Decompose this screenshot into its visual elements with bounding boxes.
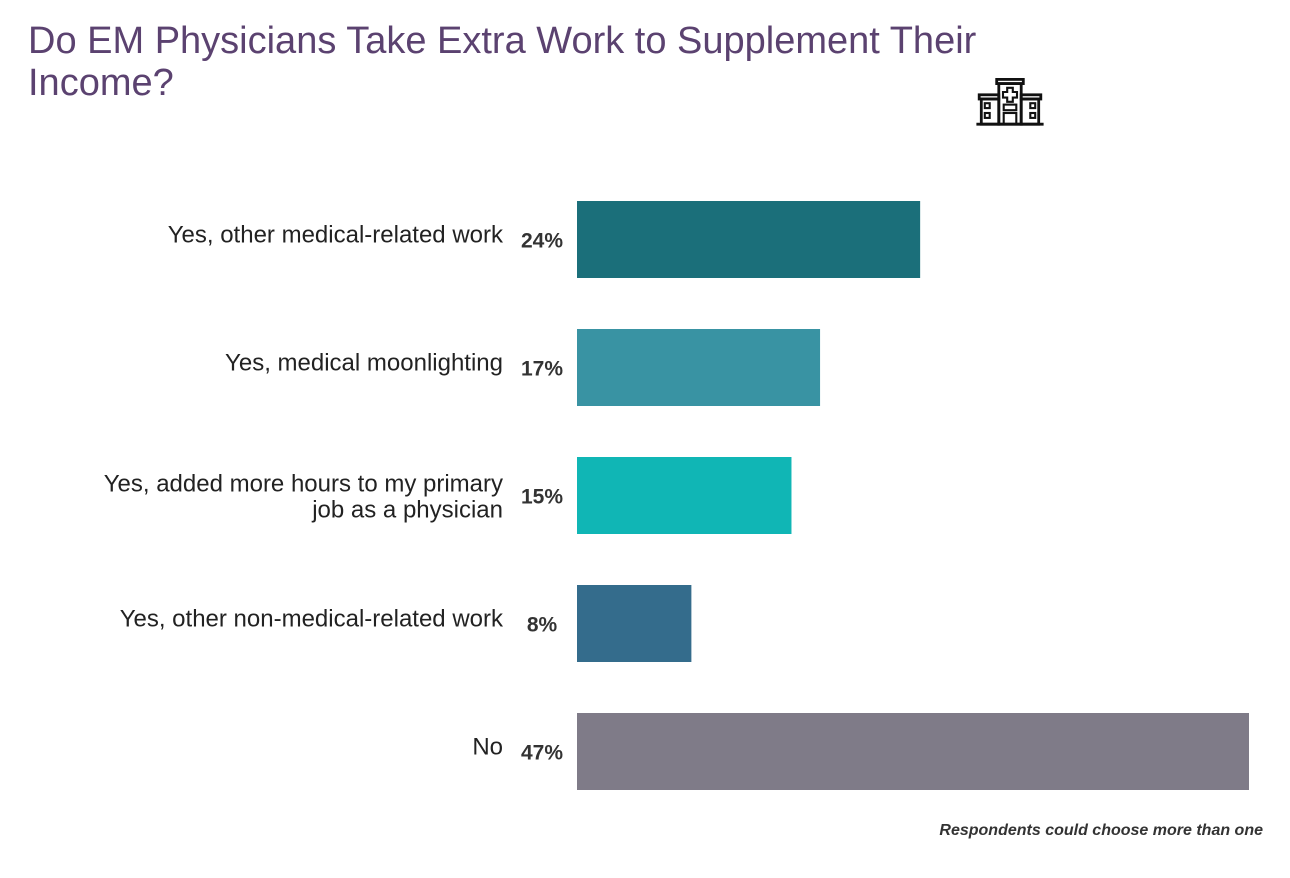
chart-note: Respondents could choose more than one xyxy=(939,822,1263,839)
bar xyxy=(577,713,1249,790)
category-label: Yes, added more hours to my primary job a… xyxy=(104,471,503,524)
data-label: 15% xyxy=(521,486,563,509)
hospital-icon xyxy=(976,78,1044,126)
data-label: 24% xyxy=(521,230,563,253)
category-label: Yes, other non-medical-related work xyxy=(120,606,504,633)
category-label: Yes, other medical-related work xyxy=(168,222,504,249)
bar xyxy=(577,585,692,662)
bar xyxy=(577,457,792,534)
chart-title: Do EM Physicians Take Extra Work to Supp… xyxy=(28,20,977,104)
data-label: 17% xyxy=(521,358,563,381)
data-label: 8% xyxy=(527,614,558,637)
data-label: 47% xyxy=(521,742,563,765)
bar xyxy=(577,201,921,278)
category-label: Yes, medical moonlighting xyxy=(225,350,503,377)
bar xyxy=(577,329,821,406)
category-label: No xyxy=(472,734,503,761)
